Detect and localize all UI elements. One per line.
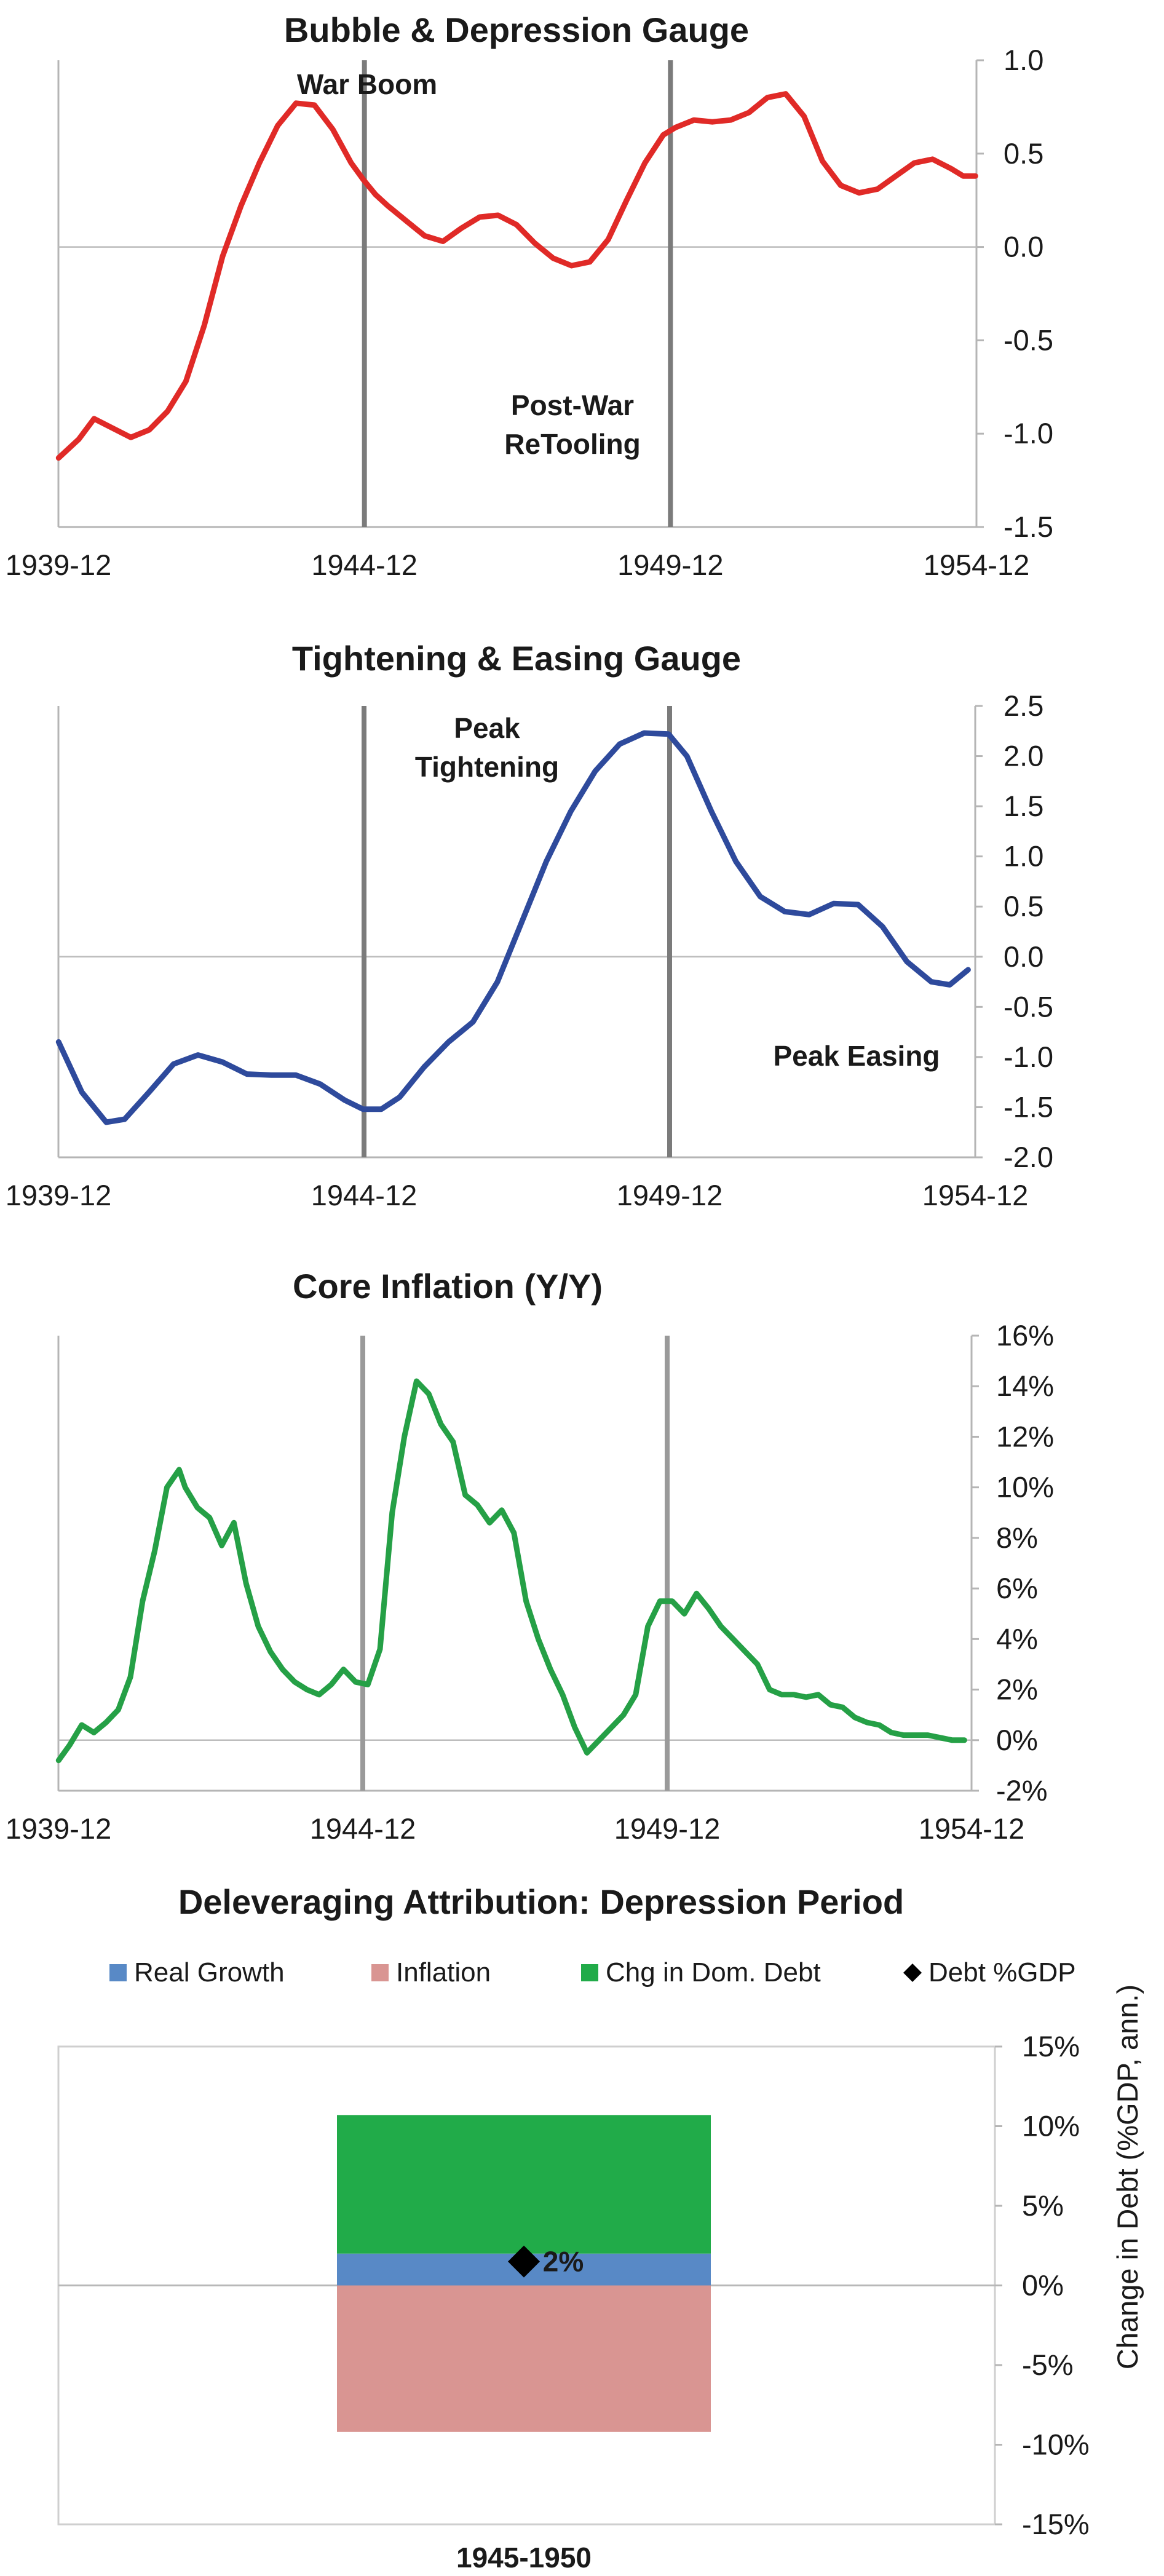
y-tick-label: -0.5 [1004,990,1053,1023]
y-tick-label: -5% [1022,2348,1074,2381]
legend-label: Chg in Dom. Debt [606,1957,821,1987]
legend-label: Real Growth [134,1957,285,1987]
y-tick-label: 0% [996,1724,1038,1756]
y-tick-label: 10% [1022,2110,1080,2142]
legend-swatch-diamond [903,1964,922,1982]
tightening-easing-gauge-chart: Tightening & Easing Gauge 2.5 2.0 1.5 1.0 0.… [6,639,1053,1211]
chart-title: Core Inflation (Y/Y) [293,1267,603,1306]
plot-frame [57,59,984,528]
bar-inflation [337,2285,711,2432]
y-tick-label: 12% [996,1420,1054,1452]
y-tick-label: -0.5 [1004,323,1053,356]
x-tick-label: 1939-12 [6,549,112,581]
y-tick-label: 1.0 [1004,44,1043,76]
category-label: 1945-1950 [456,2542,592,2574]
y-tick-label: -1.5 [1004,1090,1053,1123]
annotation-peak-easing: Peak Easing [773,1040,940,1072]
chart-title: Bubble & Depression Gauge [284,10,749,49]
plot-frame [57,705,983,1159]
x-tick-label: 1954-12 [922,1179,1029,1211]
y-tick-label: -10% [1022,2428,1090,2461]
x-tick-label: 1944-12 [310,1812,416,1845]
x-tick-label: 1944-12 [311,1179,418,1211]
x-tick-label: 1954-12 [924,549,1030,581]
annotation-war-boom: War Boom [297,68,437,100]
annotation-tightening: Tightening [415,751,559,783]
series-line [55,91,978,461]
legend-label: Debt %GDP [928,1957,1076,1987]
y-tick-label: 15% [1022,2030,1080,2063]
legend: Real Growth Inflation Chg in Dom. Debt Debt… [109,1957,1076,1987]
y-axis-label: Change in Debt (%GDP, ann.) [1111,1984,1144,2369]
y-tick-label: 1.0 [1004,840,1043,873]
x-tick-label: 1939-12 [6,1179,112,1211]
legend-swatch [581,1964,598,1981]
annotation-peak: Peak [454,712,520,744]
y-tick-label: -1.5 [1004,510,1053,543]
y-tick-label: 14% [996,1369,1054,1402]
plot-frame [57,1334,979,1792]
bubble-depression-gauge-chart: Bubble & Depression Gauge 1.0 0.5 0.0 -0.5 -… [6,10,1053,581]
y-tick-label: -1.0 [1004,1040,1053,1073]
x-tick-label: 1944-12 [311,549,418,581]
debt-gdp-marker [508,2245,540,2278]
legend-swatch [109,1964,127,1981]
x-tick-label: 1954-12 [919,1812,1025,1845]
y-tick-label: 0.0 [1004,940,1043,973]
y-tick-label: 0.5 [1004,137,1043,170]
annotation-post-war: Post-War [511,389,634,421]
series-line [55,730,971,1125]
y-tick-label: 2.0 [1004,740,1043,772]
data-label: 2% [543,2246,584,2278]
y-tick-label: 16% [996,1319,1054,1352]
y-tick-label: 5% [1022,2189,1064,2222]
y-tick-label: 0.0 [1004,231,1043,263]
y-tick-label: 0% [1022,2269,1064,2302]
x-tick-label: 1949-12 [617,549,724,581]
y-tick-label: -2.0 [1004,1141,1053,1173]
y-tick-label: 8% [996,1521,1038,1554]
y-tick-label: 1.5 [1004,790,1043,822]
y-tick-label: 6% [996,1572,1038,1604]
x-tick-label: 1939-12 [6,1812,112,1845]
y-tick-label: -15% [1022,2508,1090,2540]
annotation-retooling: ReTooling [504,428,640,460]
y-tick-label: 2% [996,1673,1038,1706]
y-tick-label: 4% [996,1622,1038,1655]
x-tick-label: 1949-12 [617,1179,723,1211]
x-tick-label: 1949-12 [614,1812,721,1845]
y-tick-label: 0.5 [1004,890,1043,922]
deleveraging-attribution-chart: Deleveraging Attribution: Depression Per… [57,1882,1144,2574]
chart-title: Deleveraging Attribution: Depression Per… [178,1882,904,1921]
legend-label: Inflation [396,1957,491,1987]
y-tick-label: 10% [996,1471,1054,1504]
y-tick-label: 2.5 [1004,689,1043,722]
y-tick-label: -2% [996,1774,1048,1807]
bar-chg-dom-debt [337,2115,711,2254]
legend-swatch [371,1964,389,1981]
chart-title: Tightening & Easing Gauge [292,639,741,678]
core-inflation-chart: Core Inflation (Y/Y) 16% 14% 12% 10% 8% 6% 4% 2… [6,1267,1054,1845]
series-line [55,1378,967,1764]
y-tick-label: -1.0 [1004,417,1053,450]
